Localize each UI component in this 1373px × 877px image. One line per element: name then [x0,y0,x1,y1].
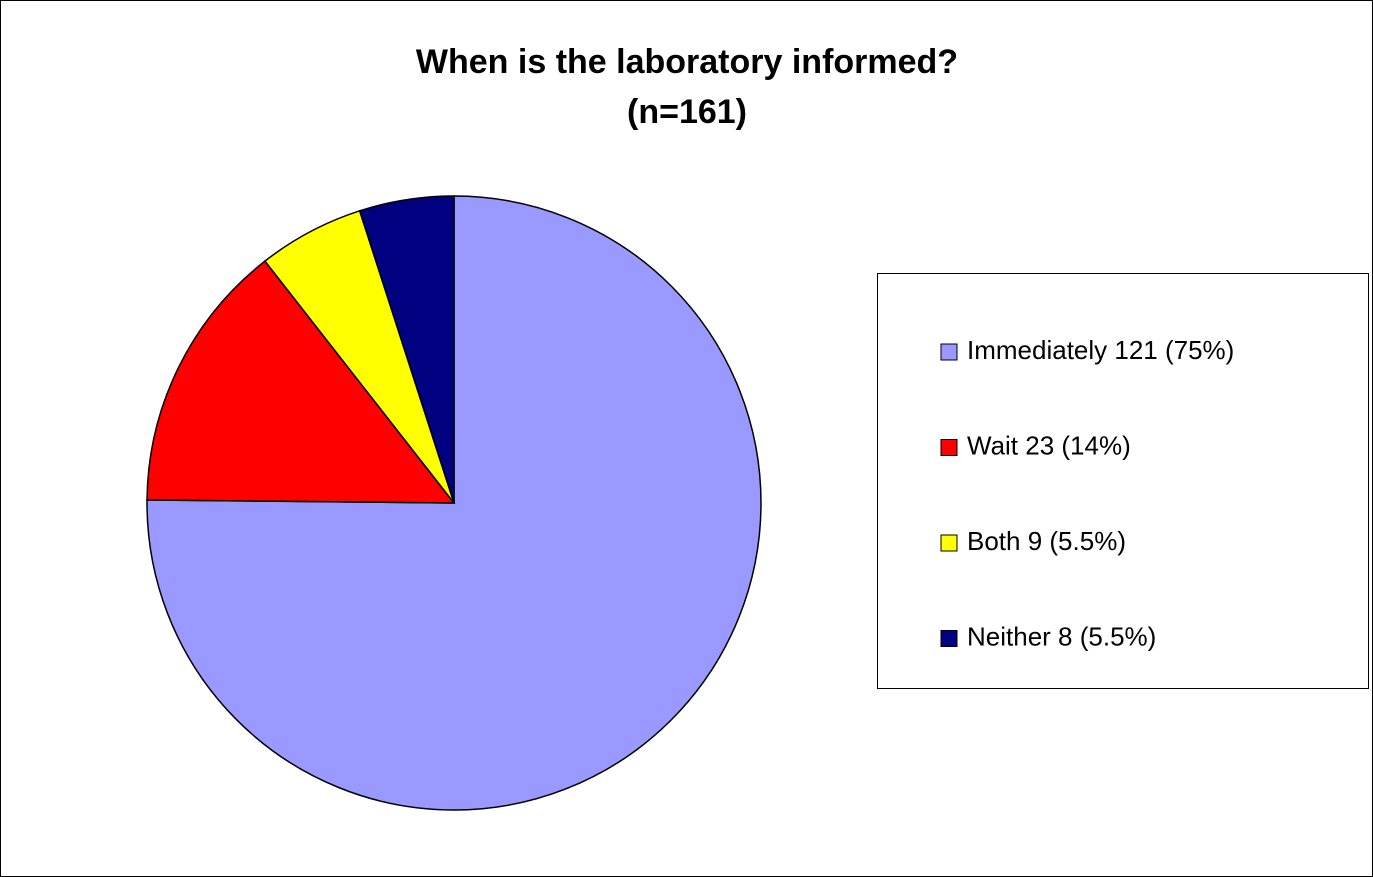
pie-slice [146,260,456,504]
legend-label: Neither 8 (5.5%) [967,621,1156,651]
legend-label: Immediately 121 (75%) [967,335,1234,365]
legend-label: Wait 23 (14%) [967,430,1131,460]
chart-title: When is the laboratory informed? [416,43,958,81]
legend-swatch [940,534,958,552]
legend-swatch [940,630,958,647]
legend-swatch [940,343,958,361]
legend-label: Both 9 (5.5%) [967,526,1126,556]
legend-swatch [940,439,958,456]
pie-slice [146,195,762,811]
chart-subtitle: (n=161) [627,93,747,131]
legend-box [877,273,1369,689]
pie-slice [358,195,455,504]
